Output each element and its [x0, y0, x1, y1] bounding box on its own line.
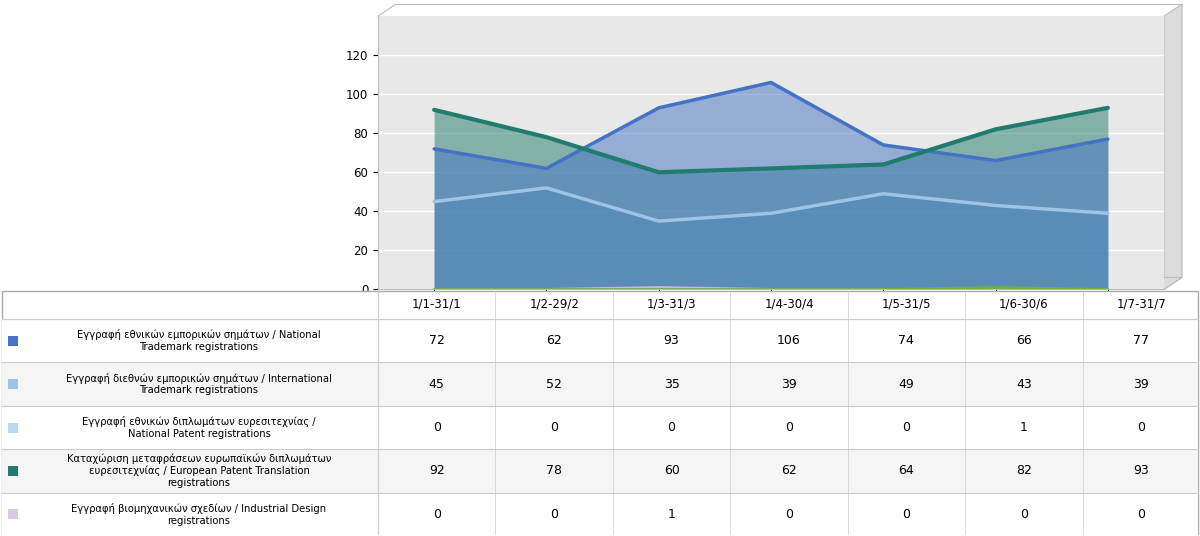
Text: 77: 77: [1133, 334, 1150, 347]
Text: 0: 0: [550, 508, 558, 521]
Text: 1/1-31/1: 1/1-31/1: [412, 297, 462, 311]
Text: Εγγραφή εθνικών διπλωμάτων ευρεσιτεχνίας /
National Patent registrations: Εγγραφή εθνικών διπλωμάτων ευρεσιτεχνίας…: [82, 416, 316, 439]
Text: 35: 35: [664, 378, 679, 391]
Text: 1/6-30/6: 1/6-30/6: [1000, 297, 1049, 311]
Text: 64: 64: [899, 464, 914, 478]
Text: 0: 0: [550, 421, 558, 434]
Text: 62: 62: [546, 334, 562, 347]
Text: 1/5-31/5: 1/5-31/5: [882, 297, 931, 311]
Text: Εγγραφή βιομηχανικών σχεδίων / Industrial Design
registrations: Εγγραφή βιομηχανικών σχεδίων / Industria…: [72, 503, 326, 526]
Text: Εγγραφή εθνικών εμπορικών σημάτων / National
Trademark registrations: Εγγραφή εθνικών εμπορικών σημάτων / Nati…: [77, 330, 320, 352]
Text: 45: 45: [428, 378, 445, 391]
Text: 0: 0: [1138, 508, 1145, 521]
Bar: [2, 319, 1198, 362]
Text: 0: 0: [1138, 421, 1145, 434]
Bar: [8, 422, 18, 433]
Text: 0: 0: [1020, 508, 1028, 521]
Text: 62: 62: [781, 464, 797, 478]
Text: 43: 43: [1016, 378, 1032, 391]
Bar: [8, 509, 18, 519]
Text: 1: 1: [667, 508, 676, 521]
Text: 78: 78: [546, 464, 562, 478]
Bar: [2, 449, 1198, 493]
Polygon shape: [378, 278, 1182, 289]
Text: 0: 0: [433, 421, 440, 434]
Text: 52: 52: [546, 378, 562, 391]
Text: 66: 66: [1016, 334, 1032, 347]
Text: 49: 49: [899, 378, 914, 391]
Text: 0: 0: [667, 421, 676, 434]
Text: 82: 82: [1016, 464, 1032, 478]
Text: 93: 93: [664, 334, 679, 347]
Text: 72: 72: [428, 334, 445, 347]
Text: Εγγραφή διεθνών εμπορικών σημάτων / International
Trademark registrations: Εγγραφή διεθνών εμπορικών σημάτων / Inte…: [66, 373, 332, 396]
Bar: [8, 379, 18, 389]
Bar: [2, 406, 1198, 449]
Text: 0: 0: [433, 508, 440, 521]
Polygon shape: [1164, 4, 1182, 289]
Bar: [2, 362, 1198, 406]
Text: 1/3-31/3: 1/3-31/3: [647, 297, 696, 311]
Text: 60: 60: [664, 464, 679, 478]
Text: 0: 0: [902, 421, 911, 434]
Text: 1/2-29/2: 1/2-29/2: [529, 297, 580, 311]
Text: 39: 39: [1134, 378, 1150, 391]
Text: 1: 1: [1020, 421, 1027, 434]
Text: 0: 0: [785, 508, 793, 521]
Text: 0: 0: [902, 508, 911, 521]
Text: 93: 93: [1134, 464, 1150, 478]
Bar: [8, 466, 18, 476]
Bar: [8, 336, 18, 346]
Text: 1/7-31/7: 1/7-31/7: [1116, 297, 1166, 311]
Text: 0: 0: [785, 421, 793, 434]
Text: 106: 106: [778, 334, 800, 347]
Text: 39: 39: [781, 378, 797, 391]
Text: 92: 92: [428, 464, 444, 478]
Text: 1/4-30/4: 1/4-30/4: [764, 297, 814, 311]
Text: 74: 74: [899, 334, 914, 347]
Text: Καταχώριση μεταφράσεων ευρωπαϊκών διπλωμάτων
ευρεσιτεχνίας / European Patent Tra: Καταχώριση μεταφράσεων ευρωπαϊκών διπλωμ…: [67, 454, 331, 488]
Bar: [2, 493, 1198, 536]
